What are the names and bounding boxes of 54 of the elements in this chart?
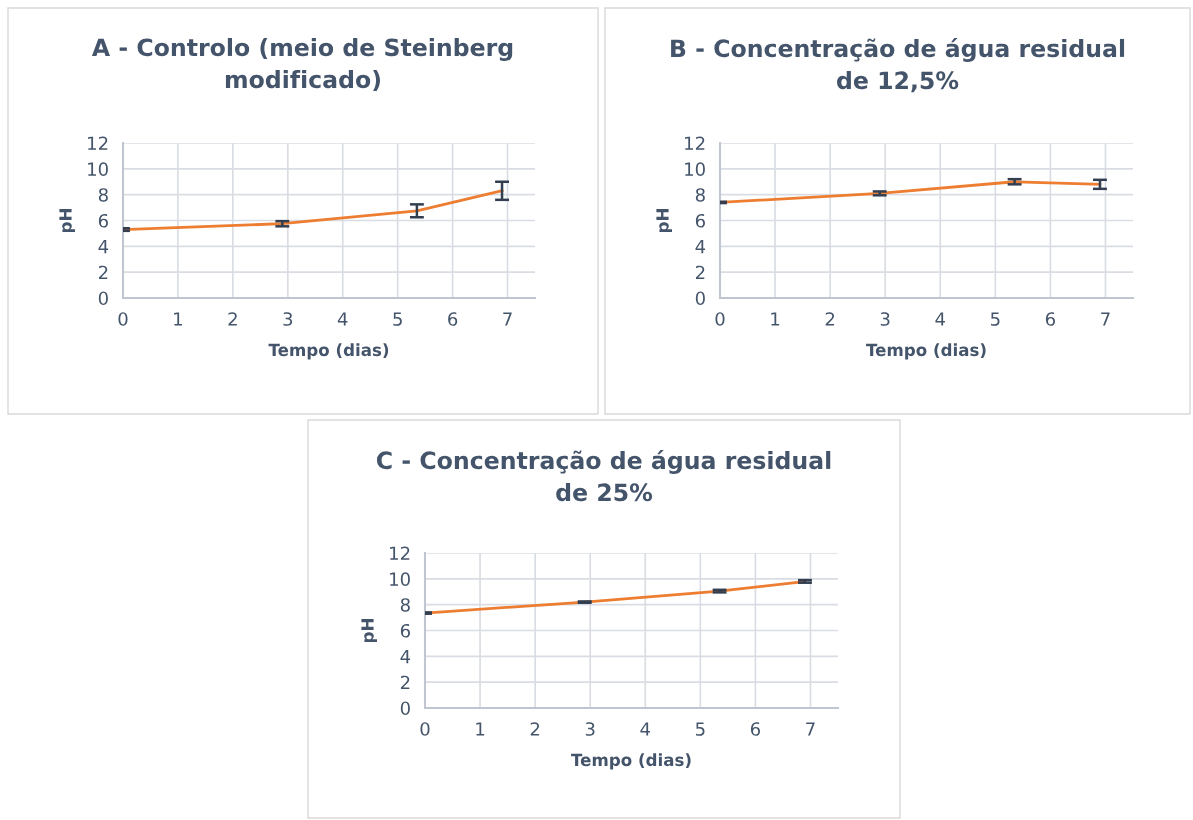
y-axis-title: pH	[59, 209, 76, 233]
y-tick-label: 0	[695, 291, 705, 306]
x-tick-label: 5	[990, 312, 1000, 326]
x-tick-label: 0	[715, 312, 725, 326]
x-tick-label: 3	[585, 722, 595, 736]
y-tick-label: 8	[98, 188, 108, 202]
x-axis-title: Tempo (dias)	[268, 343, 389, 360]
y-tick-label: 4	[98, 240, 109, 254]
x-tick-label: 0	[118, 312, 128, 326]
chart-title: B - Concentração de água residual de 12,5%	[671, 38, 1125, 93]
x-tick-label: 7	[503, 312, 512, 326]
y-tick-label: 6	[98, 213, 108, 228]
y-axis-title: pH	[656, 209, 673, 233]
y-tick-label: 2	[400, 675, 410, 690]
chart-title: C - Concentração de água residual de 25%	[376, 450, 831, 502]
x-tick-label: 3	[880, 312, 890, 326]
x-tick-label: 1	[174, 312, 183, 326]
x-tick-label: 4	[640, 722, 650, 736]
y-tick-label: 2	[695, 265, 705, 280]
y-tick-label: 12	[390, 546, 410, 560]
y-axis-title: pH	[361, 619, 378, 643]
x-tick-label: 6	[1045, 312, 1056, 326]
x-tick-label: 4	[935, 312, 945, 326]
x-axis-title: Tempo (dias)	[571, 753, 691, 770]
y-tick-label: 10	[685, 162, 705, 176]
y-tick-label: 10	[88, 162, 108, 176]
y-tick-label: 4	[400, 650, 411, 664]
x-tick-label: 1	[771, 312, 780, 326]
y-tick-label: 2	[98, 265, 108, 280]
y-tick-label: 6	[400, 623, 410, 638]
y-tick-label: 10	[390, 572, 410, 586]
x-tick-label: 0	[420, 722, 430, 736]
x-tick-label: 2	[825, 312, 835, 326]
y-tick-label: 6	[695, 213, 705, 228]
x-tick-label: 1	[476, 722, 485, 736]
y-tick-label: 4	[695, 240, 706, 254]
y-tick-label: 8	[695, 188, 705, 202]
x-axis-title: Tempo (dias)	[866, 343, 986, 360]
x-tick-label: 4	[337, 312, 348, 326]
x-tick-label: 7	[806, 722, 815, 736]
y-tick-label: 0	[400, 701, 410, 716]
x-tick-label: 7	[1101, 312, 1110, 326]
y-tick-label: 12	[685, 136, 705, 150]
y-tick-label: 12	[88, 136, 108, 150]
chart-title: A - Controlo (meio de Steinberg modificado)	[91, 38, 513, 92]
y-tick-label: 8	[400, 598, 410, 612]
y-tick-label: 0	[98, 291, 108, 306]
x-tick-label: 2	[530, 722, 540, 736]
x-tick-label: 3	[283, 312, 293, 326]
x-tick-label: 6	[448, 312, 458, 326]
x-tick-label: 2	[228, 312, 237, 326]
x-tick-label: 5	[695, 722, 705, 736]
x-tick-label: 5	[393, 312, 402, 326]
x-tick-label: 6	[750, 722, 761, 736]
